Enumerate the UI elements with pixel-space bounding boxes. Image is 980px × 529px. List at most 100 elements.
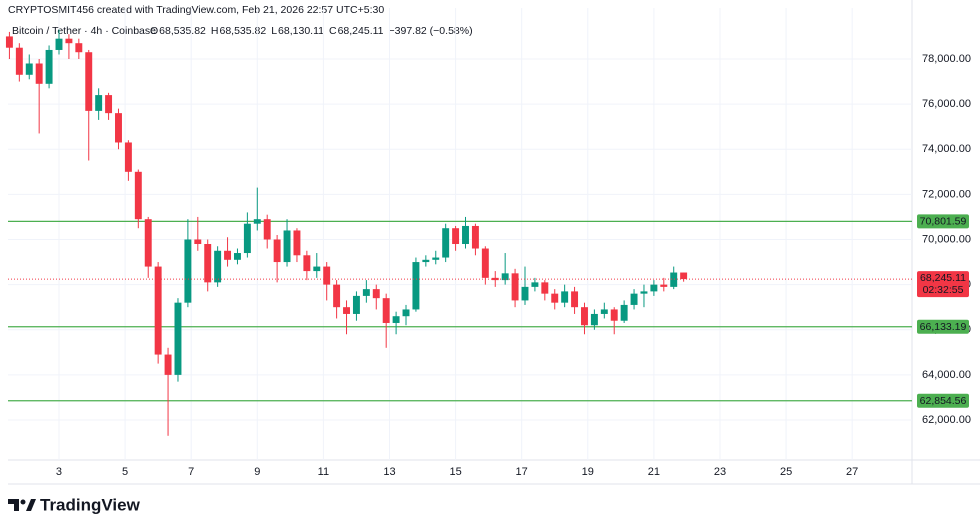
ohlc-value: 68,535.82 [159,25,206,37]
candle-body [243,223,251,254]
x-tick-label: 17 [516,466,528,478]
candle-body [571,291,579,308]
candle-body [263,219,271,240]
candle-body [45,49,53,84]
candle-body [214,250,222,283]
candle-body [55,38,63,50]
change: −397.82 (−0.58%) [389,25,473,37]
candle-body [551,293,559,303]
ohlc-value: 68,245.11 [338,25,384,37]
candle-body [134,171,142,220]
candle-body [541,282,549,294]
x-tick-label: 5 [122,466,128,478]
x-tick-label: 13 [383,466,395,478]
candle-body [561,291,569,303]
candle-body [303,255,311,272]
candle-body [105,95,113,114]
candle-body [95,95,103,111]
x-tick-label: 25 [780,466,792,478]
candle-body [442,228,450,258]
candle-body [531,282,539,287]
candle-body [283,230,291,263]
candle-body [25,63,33,75]
x-tick-label: 27 [846,466,858,478]
candle-body [233,253,241,260]
level-tag [917,214,969,229]
candle-body [253,219,261,224]
candle-body [343,307,350,314]
x-tick-label: 3 [56,466,62,478]
candle-body [293,230,301,256]
candle-body [610,309,618,321]
y-tick-label: 76,000.00 [922,98,971,110]
countdown: 02:32:55 [923,284,964,296]
candle-body [362,289,370,296]
candle-body [452,228,460,245]
candle-body [581,307,588,326]
candle-body [224,250,232,260]
candle-body [680,272,688,280]
candle-body [600,309,608,314]
level-label: 70,801.59 [920,216,967,228]
ohlc-label: H [211,25,219,37]
candle-body [333,284,341,308]
level-tag [917,319,969,334]
x-tick-label: 21 [648,466,660,478]
ohlc-value: 68,535.82 [219,25,266,37]
level-label: 66,133.19 [920,321,967,333]
candle-body [660,284,668,287]
candle-body [65,38,73,44]
candle-body [650,284,658,292]
candle-body [204,244,212,283]
ohlc-label: L [271,25,277,37]
candle-body [273,239,281,263]
candle-body [412,262,420,310]
y-tick-label: 78,000.00 [922,53,971,65]
candle-body [670,272,678,287]
candle-body [432,257,440,260]
x-tick-label: 23 [714,466,726,478]
candle-body [124,142,132,172]
candle-body [491,277,499,281]
candle-body [352,295,360,314]
candle-body [630,293,638,305]
y-tick-label: 64,000.00 [922,369,971,381]
x-tick-label: 19 [582,466,594,478]
level-tag [917,393,969,408]
candle-body [620,304,628,321]
candle-body [154,266,162,355]
candle-body [323,266,331,285]
candle-body [75,43,83,53]
last-price-label: 68,245.11 [920,272,966,284]
candle-body [115,113,122,143]
candle-body [521,286,529,301]
x-tick-label: 7 [188,466,194,478]
candle-body [372,289,380,299]
ohlc-value: 68,130.11 [278,25,324,37]
candle-body [164,354,172,375]
candle-body [640,291,648,294]
level-label: 62,854.56 [920,395,967,407]
y-tick-label: 72,000.00 [922,188,971,200]
candle-body [511,273,519,301]
candle-body [35,63,43,84]
x-tick-label: 15 [449,466,461,478]
candle-body [501,273,509,281]
y-tick-label: 74,000.00 [922,143,971,155]
candle-body [382,298,390,323]
y-tick-label: 62,000.00 [922,414,971,426]
candle-body [462,225,469,245]
candle-body [5,36,13,48]
candle-body [313,266,321,272]
candle-body [15,47,23,75]
candle-body [184,239,192,303]
candle-body [481,248,489,278]
candle-body [392,316,400,323]
x-tick-label: 11 [318,466,329,478]
candle-body [422,259,430,263]
candle-body [194,239,202,245]
brand: TradingView [40,495,141,514]
candle-body [471,225,479,249]
symbol: Bitcoin / Tether · 4h · Coinbase [12,25,156,37]
